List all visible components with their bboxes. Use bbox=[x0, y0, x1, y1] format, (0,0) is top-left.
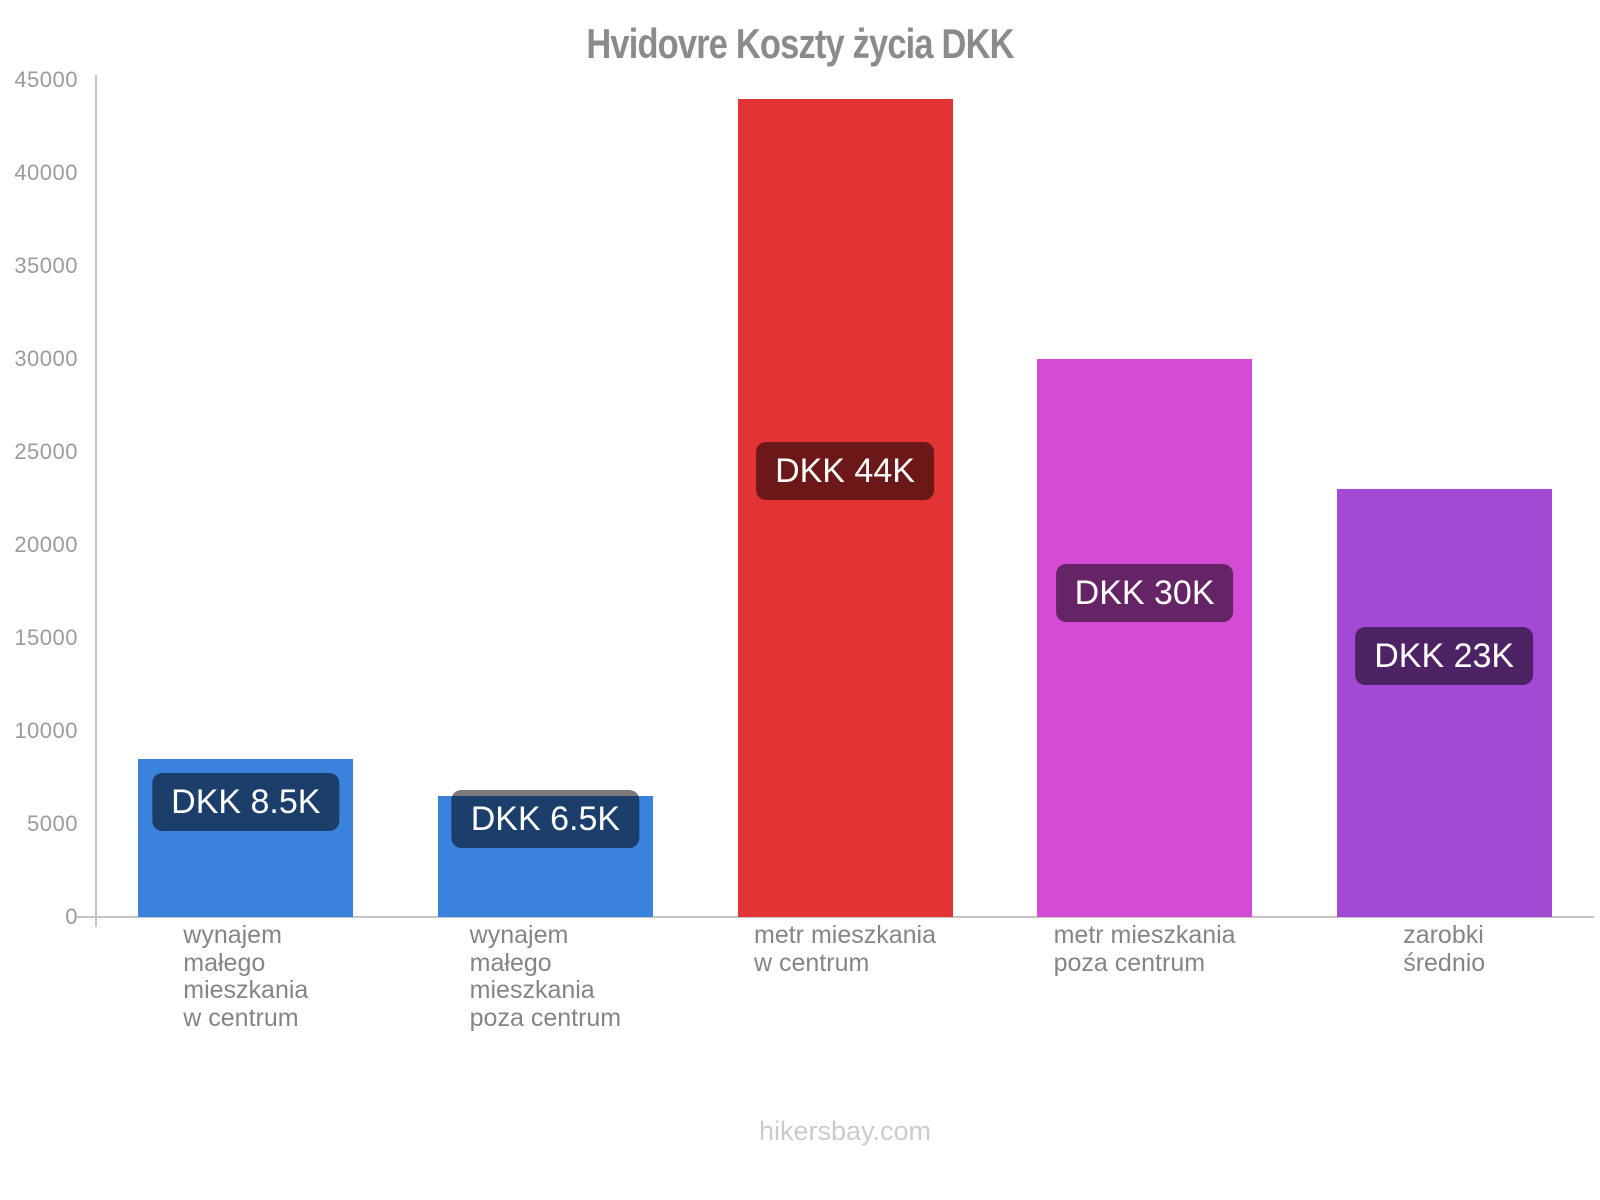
category-label-line: w centrum bbox=[183, 1003, 299, 1032]
bar-5[interactable] bbox=[1336, 489, 1552, 917]
y-axis-line bbox=[95, 75, 97, 927]
value-badge: DKK 8.5K bbox=[152, 772, 340, 831]
category-label-line: zarobki bbox=[1403, 921, 1484, 949]
category-label-line: metr mieszkania bbox=[754, 921, 936, 949]
category-label: wynajem małego mieszkania poza centrum bbox=[469, 921, 622, 1032]
y-tick-label: 15000 bbox=[14, 625, 78, 650]
value-badge: DKK 23K bbox=[1355, 627, 1534, 686]
category-label: metr mieszkania w centrum bbox=[754, 921, 936, 977]
category-label-line: mieszkania bbox=[469, 976, 595, 1004]
x-axis-line bbox=[77, 916, 1594, 918]
category-label: zarobki średnio bbox=[1403, 921, 1486, 977]
y-tick-label: 40000 bbox=[14, 160, 78, 185]
category-label: metr mieszkania poza centrum bbox=[1053, 921, 1236, 977]
watermark: hikersbay.com bbox=[758, 1116, 932, 1146]
category-label-line: małego bbox=[183, 948, 266, 977]
category-label: wynajem małego mieszkania w centrum bbox=[183, 921, 309, 1032]
category-label-line: metr mieszkania bbox=[1053, 921, 1236, 949]
y-tick-label: 35000 bbox=[14, 253, 78, 278]
category-label-line: wynajem bbox=[183, 921, 282, 949]
category-label-line: małego bbox=[469, 948, 552, 977]
bar-4[interactable] bbox=[1037, 359, 1253, 917]
category-label-line: wynajem bbox=[469, 921, 569, 949]
value-badge: DKK 44K bbox=[756, 441, 934, 500]
y-tick-label: 30000 bbox=[14, 346, 78, 371]
category-label-line: średnio bbox=[1403, 948, 1486, 977]
y-tick-label: 25000 bbox=[14, 439, 78, 464]
y-tick-label: 5000 bbox=[27, 811, 78, 836]
y-tick-label: 45000 bbox=[14, 67, 78, 92]
bar-3[interactable] bbox=[737, 98, 953, 917]
category-label-line: poza centrum bbox=[469, 1003, 622, 1032]
category-label-line: mieszkania bbox=[183, 976, 309, 1004]
y-tick-label: 0 bbox=[65, 904, 78, 929]
y-tick-label: 10000 bbox=[14, 718, 78, 743]
value-badge: DKK 6.5K bbox=[451, 790, 640, 849]
value-badge: DKK 30K bbox=[1055, 564, 1234, 623]
category-label-line: poza centrum bbox=[1053, 948, 1206, 977]
chart-title: Hvidovre Koszty życia DKK bbox=[586, 20, 1014, 67]
y-tick-label: 20000 bbox=[14, 532, 78, 557]
category-label-line: w centrum bbox=[754, 948, 870, 977]
